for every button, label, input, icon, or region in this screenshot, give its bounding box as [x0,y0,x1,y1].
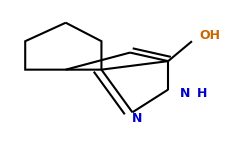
Text: N: N [180,87,190,100]
Text: H: H [197,87,207,100]
Text: N: N [132,112,142,125]
Text: OH: OH [199,29,220,42]
